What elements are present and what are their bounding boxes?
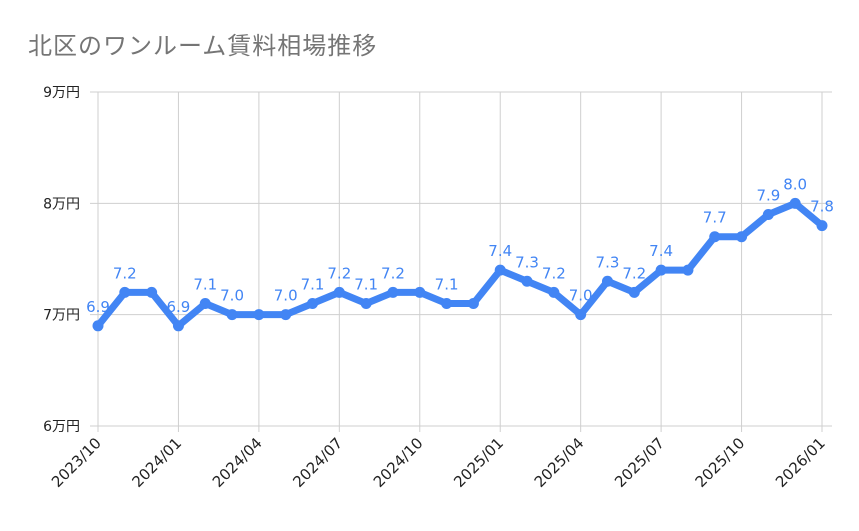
data-point [628, 286, 640, 298]
data-label: 7.1 [435, 276, 459, 294]
x-tick-label: 2023/10 [48, 434, 105, 491]
data-label: 7.4 [488, 242, 512, 260]
data-point [280, 309, 292, 321]
x-tick-label: 2026/01 [772, 434, 829, 491]
data-point [414, 286, 426, 298]
data-label: 7.9 [756, 186, 780, 204]
data-point [601, 275, 613, 287]
data-label: 7.0 [220, 287, 244, 305]
data-label: 7.4 [649, 242, 673, 260]
data-point [92, 320, 104, 332]
data-point [816, 220, 828, 232]
data-point [307, 298, 319, 310]
data-point [226, 309, 238, 321]
data-point [253, 309, 265, 321]
data-point [199, 298, 211, 310]
x-tick-label: 2025/10 [692, 434, 749, 491]
y-tick-label: 7万円 [43, 308, 80, 324]
data-label: 7.2 [381, 264, 405, 282]
data-point [575, 309, 587, 321]
data-label: 7.8 [810, 198, 834, 216]
data-label: 7.0 [569, 287, 593, 305]
data-label: 7.3 [515, 253, 539, 271]
data-point [494, 264, 506, 276]
x-tick-label: 2025/07 [611, 434, 668, 491]
data-label: 7.2 [542, 264, 566, 282]
data-label: 7.2 [622, 264, 646, 282]
y-tick-label: 6万円 [43, 419, 80, 435]
series-line [94, 199, 826, 330]
data-label: 7.2 [327, 264, 351, 282]
data-label: 6.9 [86, 298, 110, 316]
data-label: 7.7 [703, 209, 727, 227]
data-point [655, 264, 667, 276]
data-label: 7.3 [596, 253, 620, 271]
data-point [387, 286, 399, 298]
data-point [736, 231, 748, 243]
data-label: 6.9 [167, 298, 191, 316]
data-point [682, 264, 694, 276]
x-tick-label: 2025/01 [450, 434, 507, 491]
data-point [360, 298, 372, 310]
data-label: 7.1 [193, 276, 217, 294]
x-tick-label: 2025/04 [531, 434, 588, 491]
data-point [548, 286, 560, 298]
x-tick-label: 2024/07 [289, 434, 346, 491]
data-label: 7.2 [113, 264, 137, 282]
data-label: 7.1 [301, 276, 325, 294]
data-point [333, 286, 345, 298]
data-point [709, 231, 721, 243]
x-tick-label: 2024/10 [370, 434, 427, 491]
data-point [172, 320, 184, 332]
data-label: 7.0 [274, 287, 298, 305]
data-point [119, 286, 131, 298]
data-point [467, 298, 479, 310]
x-tick-label: 2024/04 [209, 434, 266, 491]
y-tick-label: 8万円 [43, 196, 80, 212]
x-tick-label: 2024/01 [128, 434, 185, 491]
y-tick-label: 9万円 [43, 85, 80, 101]
data-point [762, 208, 774, 220]
data-label: 7.1 [354, 276, 378, 294]
data-point [789, 197, 801, 209]
data-point [441, 298, 453, 310]
chart-title: 北区のワンルーム賃料相場推移 [28, 32, 378, 60]
data-label: 8.0 [783, 175, 807, 193]
data-point [521, 275, 533, 287]
data-point [146, 286, 158, 298]
